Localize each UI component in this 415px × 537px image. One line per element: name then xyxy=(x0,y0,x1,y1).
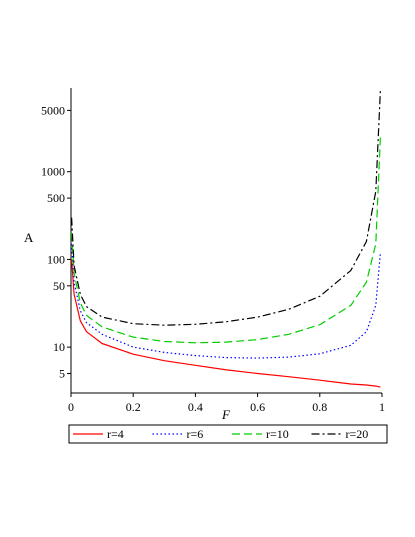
x-tick-label: 0.2 xyxy=(126,400,141,414)
y-tick-label: 5 xyxy=(59,367,65,381)
series-line-r-6 xyxy=(71,243,381,359)
y-tick-label: 10 xyxy=(53,340,65,354)
x-tick-label: 0.4 xyxy=(188,400,203,414)
y-tick-label: 500 xyxy=(47,191,65,205)
y-tick-label: 100 xyxy=(47,252,65,266)
legend-label: r=6 xyxy=(187,427,204,441)
y-axis-ticks: 5 10 50 100 500 1000 5000 xyxy=(41,103,71,381)
series-line-r-20 xyxy=(71,90,381,326)
x-tick-label: 0.6 xyxy=(250,400,265,414)
x-tick-label: 0 xyxy=(68,400,74,414)
series-line-r-10 xyxy=(71,136,381,344)
x-axis-label: F xyxy=(221,407,231,422)
legend-label: r=10 xyxy=(266,427,289,441)
y-tick-label: 5000 xyxy=(41,103,65,117)
x-tick-label: 0.8 xyxy=(312,400,327,414)
series-layer xyxy=(71,90,381,388)
x-tick-label: 1 xyxy=(379,400,385,414)
legend-box xyxy=(68,424,388,444)
legend: r=4 r=6 r=10 r=20 xyxy=(68,424,388,444)
y-tick-label: 50 xyxy=(53,279,65,293)
legend-label: r=4 xyxy=(107,427,124,441)
series-line-r-4 xyxy=(71,259,381,388)
legend-label: r=20 xyxy=(346,427,369,441)
x-axis-ticks: 0 0.2 0.4 0.6 0.8 1 xyxy=(68,393,385,414)
y-axis-label: A xyxy=(24,230,34,245)
y-tick-label: 1000 xyxy=(41,165,65,179)
axes xyxy=(70,88,382,394)
